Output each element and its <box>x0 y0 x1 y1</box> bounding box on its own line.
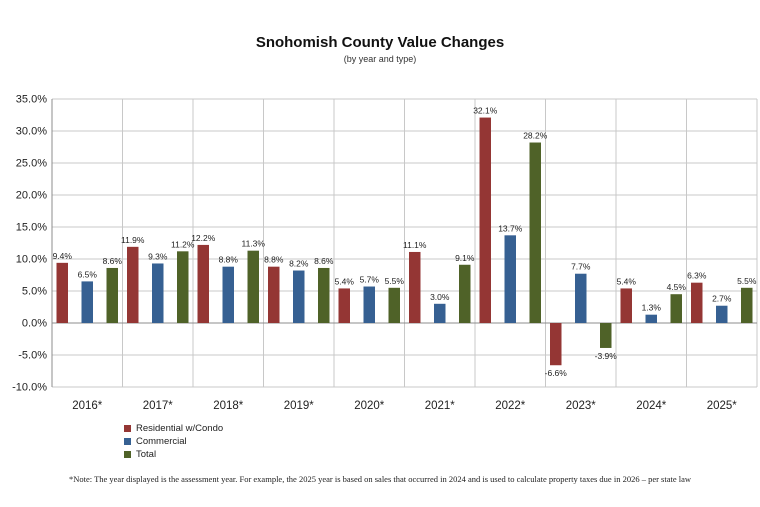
legend-item: Residential w/Condo <box>124 422 223 435</box>
bar <box>363 286 375 323</box>
bar <box>293 270 305 323</box>
data-label: 9.3% <box>148 251 168 261</box>
x-tick-label: 2024* <box>636 400 667 412</box>
data-label: 6.5% <box>78 269 98 279</box>
data-label: -6.6% <box>545 368 568 378</box>
bar <box>575 273 587 323</box>
bar <box>388 287 400 323</box>
data-label: 5.4% <box>617 276 637 286</box>
x-tick-label: 2022* <box>495 400 526 412</box>
data-label: 11.1% <box>403 240 427 250</box>
data-label: 2.7% <box>712 294 732 304</box>
data-label: 8.8% <box>264 255 284 265</box>
chart-legend: Residential w/Condo Commercial Total <box>124 422 223 461</box>
bar <box>247 250 259 323</box>
bar <box>620 288 632 323</box>
data-label: 1.3% <box>642 303 662 313</box>
data-label: 5.7% <box>360 275 380 285</box>
legend-label: Commercial <box>136 436 187 447</box>
chart-title: Snohomish County Value Changes <box>255 34 505 51</box>
x-tick-label: 2016* <box>72 400 103 412</box>
y-tick-label: 15.0% <box>16 222 47 234</box>
bar <box>127 246 139 323</box>
legend-label: Residential w/Condo <box>136 423 224 434</box>
bar <box>409 251 421 323</box>
data-label: 11.3% <box>242 239 266 249</box>
bar <box>318 267 330 323</box>
x-tick-label: 2019* <box>284 400 315 412</box>
y-tick-label: 20.0% <box>16 190 47 202</box>
x-tick-label: 2017* <box>143 400 174 412</box>
bar <box>741 287 753 323</box>
x-tick-label: 2018* <box>213 400 244 412</box>
y-tick-label: 0.0% <box>22 318 47 330</box>
bar <box>600 323 612 348</box>
legend-swatch <box>124 451 131 458</box>
data-label: 4.5% <box>667 282 687 292</box>
data-label: 5.4% <box>335 276 355 286</box>
y-tick-label: 10.0% <box>16 254 47 266</box>
data-label: 13.7% <box>498 223 523 233</box>
bar <box>197 244 209 323</box>
bar <box>106 267 118 323</box>
bar <box>81 281 93 323</box>
y-tick-label: 30.0% <box>16 126 47 138</box>
data-label: 6.3% <box>687 271 707 281</box>
legend-swatch <box>124 438 131 445</box>
y-tick-label: -10.0% <box>12 382 47 394</box>
chart-subtitle: (by year and type) <box>343 54 417 64</box>
data-label: 28.2% <box>523 131 548 141</box>
data-label: -3.9% <box>595 351 618 361</box>
bar <box>268 266 280 323</box>
bar <box>716 305 728 323</box>
data-label: 5.5% <box>385 276 405 286</box>
data-label: 3.0% <box>430 292 450 302</box>
y-tick-label: 25.0% <box>16 158 47 170</box>
legend-label: Total <box>136 449 157 460</box>
data-label: 11.2% <box>171 239 195 249</box>
data-label: 7.7% <box>571 262 591 272</box>
bar <box>670 294 682 323</box>
bar <box>152 263 164 323</box>
data-label: 8.2% <box>289 259 309 269</box>
bar <box>434 303 446 323</box>
data-label: 11.9% <box>121 235 145 245</box>
data-label: 9.4% <box>53 251 73 261</box>
data-label: 8.6% <box>314 256 334 266</box>
y-tick-label: 5.0% <box>22 286 47 298</box>
bar <box>479 117 491 323</box>
data-label: 32.1% <box>473 106 498 116</box>
data-label: 8.6% <box>103 256 123 266</box>
bar <box>691 282 703 323</box>
y-tick-label: 35.0% <box>16 94 47 106</box>
data-label: 5.5% <box>737 276 757 286</box>
bar <box>459 264 471 323</box>
data-label: 8.8% <box>219 255 239 265</box>
bar <box>504 235 516 323</box>
data-label: 9.1% <box>455 253 475 263</box>
bar <box>56 262 68 323</box>
x-tick-label: 2020* <box>354 400 385 412</box>
x-tick-label: 2021* <box>425 400 456 412</box>
bar <box>529 142 541 323</box>
x-tick-label: 2025* <box>707 400 738 412</box>
bar <box>645 314 657 323</box>
chart-footnote: *Note: The year displayed is the assessm… <box>68 474 692 484</box>
bar-chart: -10.0% -5.0% 0.0% 5.0% 10.0% 15.0% 20.0% 25.0% 3… <box>12 94 758 412</box>
legend-item: Commercial <box>124 435 223 448</box>
x-tick-label: 2023* <box>566 400 597 412</box>
bar <box>222 266 234 323</box>
legend-swatch <box>124 425 131 432</box>
y-tick-label: -5.0% <box>18 350 47 362</box>
data-label: 12.2% <box>191 233 216 243</box>
bar <box>338 288 350 323</box>
bar <box>550 323 562 366</box>
legend-item: Total <box>124 448 223 461</box>
bar <box>177 251 189 323</box>
